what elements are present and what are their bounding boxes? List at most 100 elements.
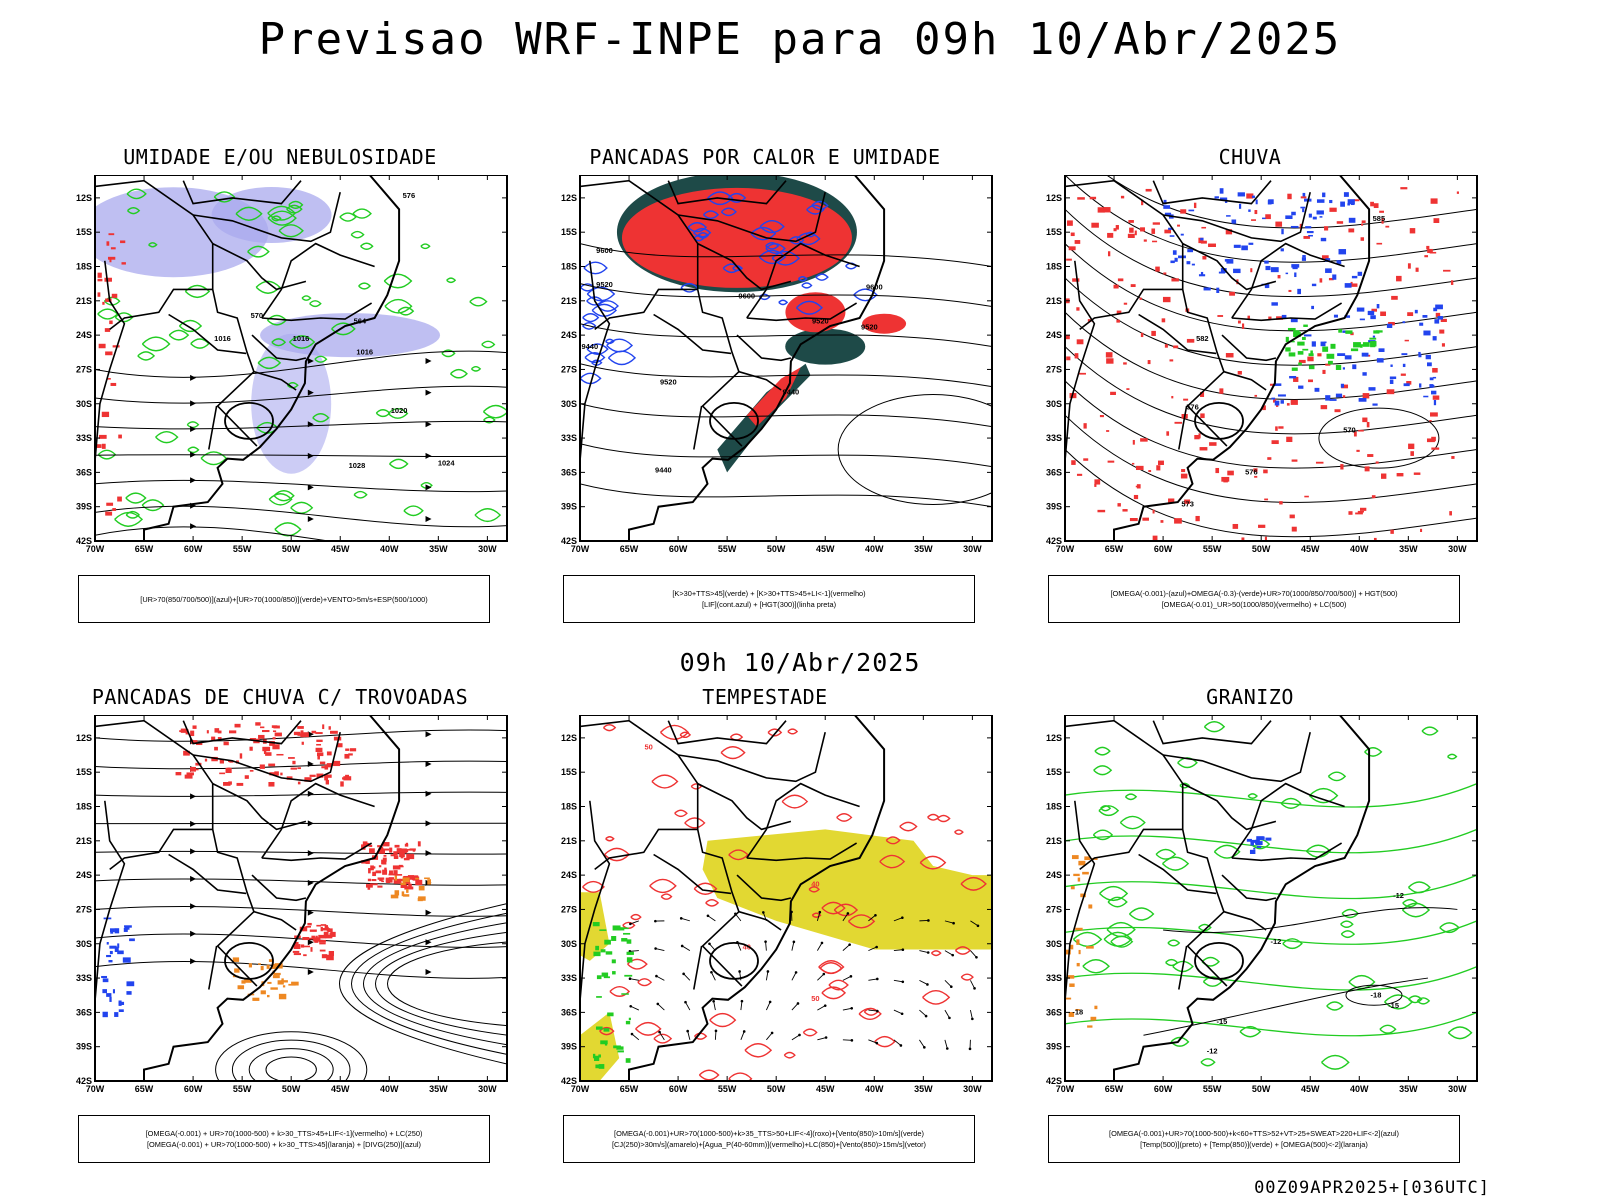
ascent-area — [1314, 387, 1320, 392]
temperature-850-contour — [1326, 1001, 1344, 1011]
border-line — [208, 945, 218, 990]
strong-wind-area — [596, 975, 602, 980]
lat-tick-label: 15S — [1046, 767, 1062, 777]
rain-area — [1105, 352, 1113, 358]
humidity-lower-contour — [137, 351, 156, 361]
strong-wind-area — [596, 996, 602, 998]
wind-vector-head — [926, 951, 930, 954]
precipitable-water-contour — [819, 962, 843, 975]
lat-tick-label: 39S — [561, 502, 577, 512]
rain-area — [1200, 413, 1205, 419]
thunderstorm-area — [294, 941, 299, 945]
thunderstorm-area — [412, 850, 416, 852]
flow-arrow — [425, 760, 432, 767]
precipitable-water-contour — [698, 1069, 720, 1081]
thunderstorm-area — [319, 942, 326, 945]
rain-area — [1258, 524, 1266, 528]
thunderstorm-area — [280, 772, 283, 776]
ascent-area — [1433, 399, 1437, 406]
divergence-area — [117, 950, 124, 955]
ascent-area — [1347, 203, 1350, 206]
thunderstorm-area — [349, 748, 357, 752]
contour-label: 576 — [1186, 402, 1199, 411]
rain-area — [1321, 255, 1329, 260]
humidity-lower-contour — [350, 230, 365, 239]
lon-tick-label: 65W — [135, 1084, 154, 1094]
wind-vector — [919, 950, 929, 953]
flow-arrow — [307, 358, 314, 365]
precipitable-water-contour — [879, 854, 906, 869]
ascent-area — [1437, 316, 1443, 320]
divergence-area — [123, 927, 128, 932]
humidity-lower-contour — [267, 210, 297, 226]
rain-area — [1251, 219, 1257, 221]
rain-area — [1168, 498, 1175, 503]
rain-area — [1265, 214, 1271, 220]
thunderstorm-area — [329, 730, 338, 734]
rain-area — [1350, 281, 1353, 285]
thunderstorm-area — [344, 753, 350, 759]
thunderstorm-area — [259, 736, 264, 738]
shower-area — [403, 894, 410, 897]
rain-area — [1407, 312, 1414, 317]
lon-tick-label: 30W — [1448, 544, 1467, 554]
thunderstorm-area — [382, 869, 388, 875]
divergence-area — [106, 942, 109, 945]
ascent-area — [1163, 205, 1171, 209]
thunderstorm-area — [393, 870, 398, 876]
rain-area — [1390, 529, 1394, 534]
streamline — [95, 760, 507, 770]
ascent-area — [1255, 199, 1258, 205]
thunderstorm-area — [186, 772, 194, 776]
temperature-850-contour — [1384, 994, 1414, 1010]
contour-label: 1016 — [356, 348, 373, 357]
streamline — [95, 791, 507, 797]
rain-area — [1135, 485, 1140, 488]
legend-box: [OMEGA(-0.001) + UR>70(1000-500) + k>30_… — [78, 1115, 490, 1163]
lat-tick-label: 18S — [561, 262, 577, 272]
thunderstorm-area — [382, 860, 387, 865]
panel-title: UMIDADE E/OU NEBULOSIDADE — [123, 145, 437, 169]
precipitable-water-contour — [582, 880, 605, 893]
lifted-index-contour — [796, 300, 823, 315]
wind-vector — [944, 980, 952, 988]
lon-tick-label: 65W — [135, 544, 154, 554]
lat-tick-label: 33S — [561, 433, 577, 443]
precipitable-water-contour — [936, 814, 951, 823]
ascent-area — [1389, 376, 1397, 380]
rain-area — [1237, 370, 1242, 375]
strong-ascent-area — [1073, 873, 1080, 877]
thunderstorm-area — [383, 855, 387, 857]
rain-area — [1381, 218, 1384, 224]
lifted-index-contour — [703, 210, 720, 220]
legend-box: [K>30+TTS>45](verde) + [K>30+TTS>45+LI<-… — [563, 575, 975, 623]
contour-label: 1020 — [391, 406, 408, 415]
lon-tick-label: 70W — [571, 1084, 590, 1094]
ascent-area — [1344, 315, 1351, 318]
wind-vector-head — [679, 917, 683, 920]
rain-area — [1308, 379, 1313, 383]
thunderstorm-area — [399, 851, 405, 858]
rain-area — [1307, 356, 1314, 362]
wind-vector — [630, 1005, 640, 1011]
map-frame — [1064, 175, 1478, 542]
strong-ascent-area — [1094, 1005, 1098, 1010]
wind-vector-head — [973, 987, 976, 990]
temperature-850-contour — [1162, 856, 1190, 871]
contour-label: 9440 — [581, 342, 598, 351]
rain-area — [1254, 394, 1258, 397]
ascent-area — [1172, 250, 1177, 255]
streamline — [95, 454, 507, 458]
contour-label: -18 — [1371, 991, 1382, 1000]
lon-tick-label: 60W — [184, 544, 203, 554]
ascent-area — [1306, 230, 1314, 234]
wind-vector — [766, 1032, 773, 1041]
strong-ascent-area — [1353, 342, 1361, 348]
ascent-area — [1367, 310, 1375, 316]
strong-wind-area — [592, 1053, 596, 1059]
thunderstorm-area — [179, 730, 182, 733]
thickness-marker — [106, 502, 114, 506]
strong-wind-area — [616, 1046, 624, 1050]
divergence-area — [114, 1012, 119, 1017]
